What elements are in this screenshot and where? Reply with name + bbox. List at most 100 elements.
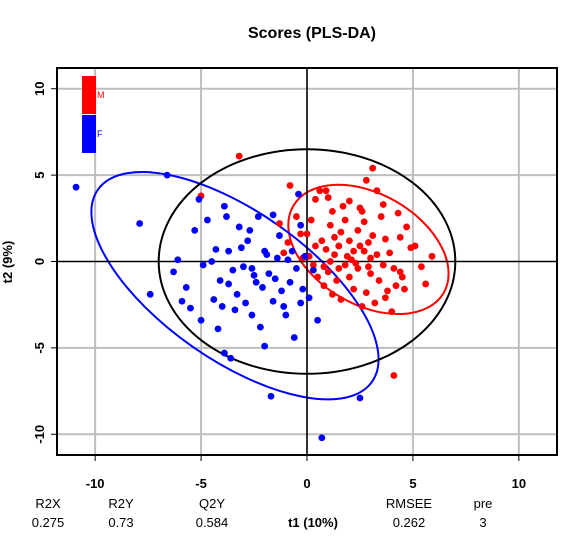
score-point-f [250,271,258,279]
score-point-m [398,273,406,281]
legend-label-m: M [97,90,105,100]
score-point-f [286,278,294,286]
score-point-f [220,349,228,357]
legend-swatch-f [82,115,96,153]
score-point-f [225,280,233,288]
score-point-m [373,187,381,195]
legend-swatch-m [82,76,96,114]
score-point-f [237,244,245,252]
score-point-f [182,284,190,291]
score-point-m [396,268,404,276]
score-point-m [367,254,374,262]
score-point-m [358,303,366,310]
score-point-f [235,223,243,231]
score-point-m [371,299,379,307]
score-point-m [284,239,292,246]
score-point-f [297,299,305,307]
score-point-m [320,282,328,290]
score-point-m [365,239,372,246]
score-point-m [337,228,345,236]
score-point-f [259,284,266,291]
stat-value: 0.275 [32,515,65,530]
score-point-m [326,258,334,265]
score-point-m [401,285,408,293]
score-point-f [199,261,207,269]
stat-header: R2X [35,496,61,511]
score-point-m [318,237,326,245]
score-point-m [367,270,374,277]
score-point-f [305,294,313,302]
score-point-f [309,266,317,274]
score-point-f [318,434,326,442]
score-point-f [240,263,247,271]
score-point-f [218,303,226,310]
score-point-m [422,280,430,288]
score-point-m [418,263,425,271]
score-point-f [295,190,302,198]
score-point-f [284,256,292,264]
score-point-f [269,297,277,305]
y-tick-label: 10 [32,81,47,95]
score-point-m [297,230,305,238]
y-tick-label: -5 [32,342,47,354]
score-point-m [329,290,336,298]
stat-header: RMSEE [386,496,433,511]
score-points [72,152,436,442]
model-stats: R2X 0.275 R2Y 0.73 Q2Y 0.584 RMSEE 0.262 pre 3 [32,496,493,530]
score-point-f [256,323,264,331]
score-point-m [428,252,436,260]
score-point-f [293,265,300,272]
score-point-f [170,268,177,276]
score-point-m [411,242,419,250]
score-point-f [197,316,205,324]
score-point-m [293,213,300,220]
score-point-f [227,354,235,362]
score-point-f [244,237,252,245]
score-point-m [369,232,377,239]
score-point-f [267,392,275,400]
score-point-m [322,187,330,195]
score-point-m [375,277,383,284]
score-point-f [248,265,256,272]
score-point-m [360,247,368,255]
score-point-m [345,197,353,205]
x-tick-label: -5 [195,476,207,491]
score-point-m [307,216,315,224]
score-point-m [362,176,370,184]
score-point-f [220,202,228,210]
score-point-f [210,296,218,303]
score-point-m [322,246,330,253]
score-point-m [345,237,353,245]
score-point-m [381,235,389,243]
score-point-m [358,207,366,215]
score-point-m [335,265,343,272]
score-point-m [392,282,400,290]
score-point-f [163,171,171,179]
score-point-m [384,287,391,295]
score-point-f [290,334,298,341]
score-point-m [390,265,398,272]
legend-label-f: F [97,129,103,139]
score-point-m [350,247,358,255]
score-point-f [214,325,222,333]
score-point-f [288,247,296,255]
stat-header: pre [474,496,493,511]
score-point-m [276,220,283,227]
score-point-f [233,290,241,298]
stat-value: 0.73 [108,515,133,530]
score-point-m [343,252,351,260]
score-point-f [225,247,233,255]
score-point-f [299,285,307,293]
confidence-ellipse-m [287,183,450,316]
y-tick-label: 0 [32,258,47,265]
score-point-m [354,265,362,272]
score-point-m [335,242,343,250]
score-point-m [333,277,341,284]
score-point-m [331,233,338,241]
score-point-f [246,227,254,234]
score-point-f [265,270,273,277]
score-point-m [235,152,243,160]
score-point-f [282,311,290,319]
score-point-f [146,290,154,298]
